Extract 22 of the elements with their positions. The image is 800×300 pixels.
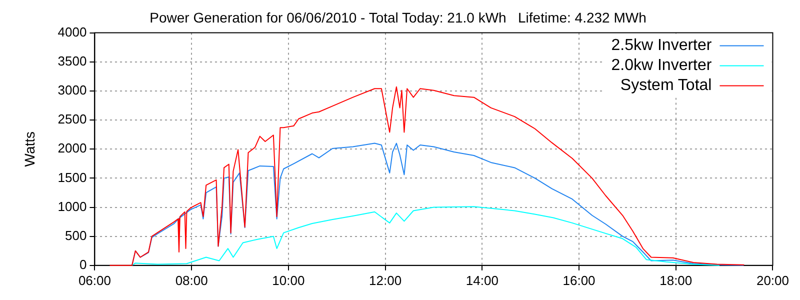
x-tick-label: 10:00 <box>272 272 305 288</box>
y-tick-label: 2000 <box>58 140 87 156</box>
y-tick-label: 1500 <box>58 170 87 185</box>
y-tick-label: 3500 <box>58 53 87 68</box>
y-tick-label: 4000 <box>58 24 87 40</box>
x-tick-label: 18:00 <box>660 272 692 288</box>
x-tick-label: 08:00 <box>175 272 208 288</box>
x-tick-label: 14:00 <box>466 272 498 288</box>
y-tick-label: 3000 <box>58 82 87 98</box>
y-tick-label: 1000 <box>58 198 87 214</box>
x-tick-label: 12:00 <box>369 272 402 288</box>
chart-title: Power Generation for 06/06/2010 - Total Today: 21.0 kWh Lifetime: 4.232 MWh <box>150 9 646 26</box>
y-tick-label: 500 <box>65 228 87 243</box>
legend-label: System Total <box>620 77 712 94</box>
legend-label: 2.5kw Inverter <box>611 37 712 54</box>
y-axis-title: Watts <box>21 131 38 167</box>
x-tick-label: 20:00 <box>756 272 790 288</box>
x-tick-label: 16:00 <box>562 272 596 288</box>
y-tick-label: 2500 <box>58 112 87 127</box>
x-tick-label: 06:00 <box>78 272 111 288</box>
legend-label: 2.0kw Inverter <box>611 57 712 74</box>
y-tick-label: 0 <box>79 256 87 272</box>
